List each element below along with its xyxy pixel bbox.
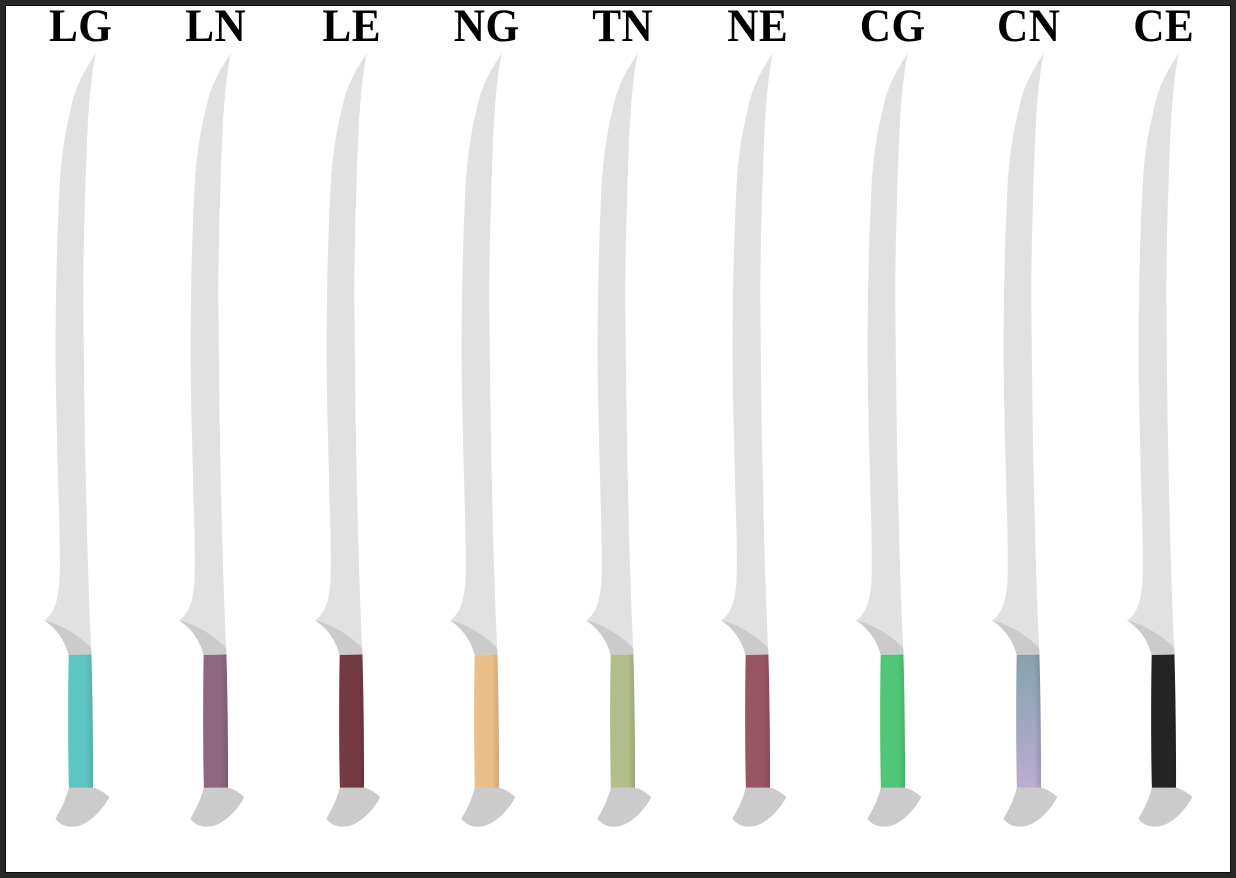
sword-drawing — [44, 53, 110, 827]
blade-shape — [314, 53, 367, 655]
blade-shape — [720, 53, 773, 655]
pommel-shape — [326, 787, 381, 827]
sword-ne — [720, 53, 787, 827]
sword-column-cg: CG — [825, 0, 960, 872]
pommel-shape — [1003, 787, 1058, 827]
sword-drawing — [856, 53, 922, 827]
sword-column-ce: CE — [1096, 0, 1231, 872]
blade-shape — [1127, 53, 1180, 655]
pommel-shape — [1138, 787, 1193, 827]
pommel-shape — [190, 787, 245, 827]
grip-shade-overlay — [203, 654, 229, 788]
sword-ng — [450, 53, 516, 827]
alignment-label-ln: LN — [185, 0, 247, 52]
sword-drawing — [1127, 53, 1193, 827]
blade-shape — [585, 53, 638, 655]
grip-shade-overlay — [1015, 654, 1041, 788]
grip-shade-overlay — [880, 654, 906, 788]
grip-shade-overlay — [68, 654, 94, 788]
pommel-shape — [461, 787, 516, 827]
sword-column-tn: TN — [555, 0, 690, 872]
sword-column-cn: CN — [961, 0, 1096, 872]
grip-shade-overlay — [1151, 654, 1177, 788]
sword-drawing — [450, 53, 516, 827]
alignment-label-le: LE — [322, 0, 381, 52]
sword-cn — [991, 53, 1058, 827]
sword-column-ne: NE — [690, 0, 825, 872]
alignment-label-ng: NG — [453, 0, 520, 52]
sword-row: LG LN — [13, 0, 1231, 872]
sword-le — [314, 53, 381, 827]
pommel-shape — [596, 787, 651, 827]
sword-lg — [44, 53, 110, 827]
blade-shape — [991, 53, 1044, 655]
sword-column-lg: LG — [13, 0, 148, 872]
sword-drawing — [179, 53, 245, 827]
sword-drawing — [991, 53, 1058, 827]
grip-shade-overlay — [745, 654, 770, 788]
blade-shape — [450, 53, 503, 655]
pommel-shape — [732, 787, 787, 827]
sword-cg — [856, 53, 922, 827]
alignment-label-lg: LG — [48, 0, 113, 52]
grip-shade-overlay — [609, 654, 635, 788]
sword-ln — [179, 53, 245, 827]
sword-tn — [585, 53, 651, 827]
sword-column-ln: LN — [148, 0, 283, 872]
alignment-label-tn: TN — [591, 0, 653, 52]
blade-shape — [179, 53, 232, 655]
blade-shape — [856, 53, 909, 655]
alignment-chart-canvas: LG LN — [5, 0, 1231, 873]
alignment-label-cn: CN — [996, 0, 1061, 52]
grip-shade-overlay — [338, 654, 364, 788]
grip-shade-overlay — [474, 654, 500, 788]
alignment-label-cg: CG — [860, 0, 926, 52]
alignment-label-ne: NE — [727, 0, 789, 52]
alignment-label-ce: CE — [1133, 0, 1195, 52]
pommel-shape — [55, 787, 110, 827]
sword-column-ng: NG — [419, 0, 554, 872]
blade-shape — [44, 53, 96, 655]
pommel-shape — [867, 787, 922, 827]
sword-column-le: LE — [284, 0, 419, 872]
sword-drawing — [585, 53, 651, 827]
sword-drawing — [314, 53, 381, 827]
sword-ce — [1127, 53, 1193, 827]
sword-drawing — [720, 53, 787, 827]
